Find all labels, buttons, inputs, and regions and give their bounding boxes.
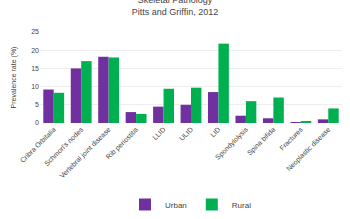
svg-text:0: 0 — [35, 119, 39, 126]
svg-text:Schmorl's nodes: Schmorl's nodes — [43, 125, 85, 167]
svg-text:ULID: ULID — [178, 126, 194, 142]
svg-text:25: 25 — [31, 28, 39, 35]
svg-text:15: 15 — [31, 65, 39, 72]
svg-text:LLID: LLID — [151, 126, 166, 141]
svg-text:10: 10 — [31, 83, 39, 90]
svg-text:Skeletal PathologyPitts and Gr: Skeletal PathologyPitts and Griffin, 201… — [132, 0, 218, 17]
svg-text:Rural: Rural — [232, 201, 251, 210]
svg-text:Rib periostitis: Rib periostitis — [105, 125, 141, 161]
svg-text:Urban: Urban — [165, 201, 187, 210]
svg-text:Spondylolysis: Spondylolysis — [214, 125, 250, 161]
svg-text:Fractures: Fractures — [278, 125, 304, 151]
svg-text:5: 5 — [35, 101, 39, 108]
svg-text:Neoplastic disease: Neoplastic disease — [285, 126, 332, 173]
svg-text:LID: LID — [209, 126, 222, 139]
svg-text:Cribra Orbitalia: Cribra Orbitalia — [19, 126, 57, 164]
svg-text:Spina bifida: Spina bifida — [246, 126, 278, 158]
svg-text:20: 20 — [31, 47, 39, 54]
svg-text:Vertebral joint disease: Vertebral joint disease — [58, 126, 112, 180]
svg-text:Prevalence rate (%): Prevalence rate (%) — [10, 47, 18, 109]
